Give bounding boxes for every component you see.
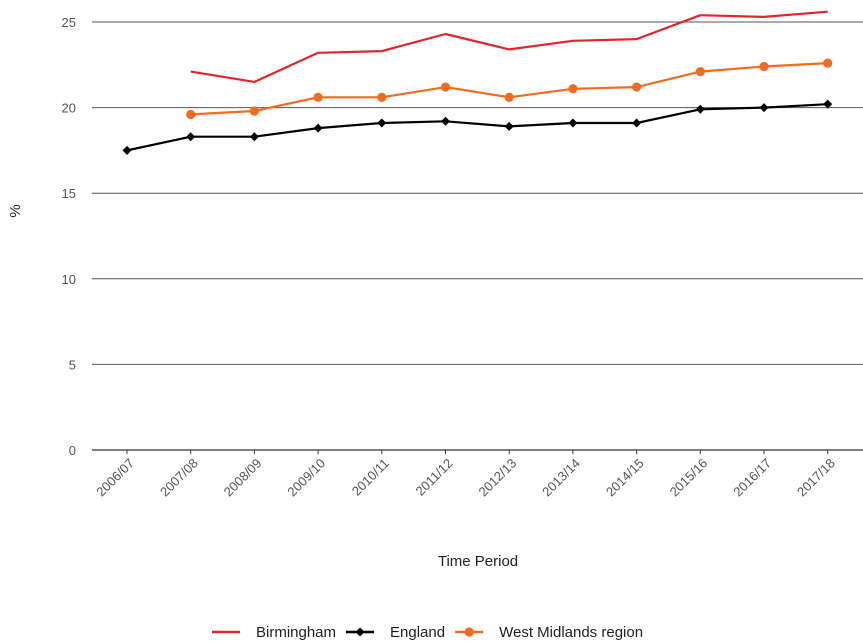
x-tick-label: 2008/09 — [221, 456, 265, 500]
data-point-west-midlands-region — [186, 109, 196, 120]
gridlines — [92, 21, 863, 451]
data-point-england — [632, 118, 642, 128]
data-point-england — [759, 103, 769, 113]
x-tick-label: 2014/15 — [603, 456, 647, 500]
data-point-west-midlands-region — [823, 58, 833, 68]
y-tick-label: 0 — [69, 443, 76, 458]
y-tick-labels: 0 5 10 15 20 25 — [62, 15, 76, 458]
data-point-england — [249, 132, 259, 142]
series-line-west-midlands-region — [190, 62, 828, 116]
data-point-west-midlands-region — [504, 92, 514, 102]
data-point-england — [695, 104, 705, 114]
legend-label-west-midlands-region: West Midlands region — [499, 624, 643, 641]
legend-marker-england — [355, 627, 365, 637]
data-point-england — [122, 145, 132, 155]
data-point-england — [313, 123, 323, 133]
x-tick-label: 2013/14 — [539, 456, 583, 500]
x-tick-label: 2011/12 — [412, 456, 455, 499]
data-point-west-midlands-region — [695, 67, 705, 77]
y-tick-label: 25 — [62, 15, 76, 30]
data-point-west-midlands-region — [568, 84, 578, 94]
data-point-england — [377, 118, 387, 128]
legend-label-england: England — [390, 624, 445, 641]
data-point-west-midlands-region — [759, 61, 769, 72]
data-point-west-midlands-region — [313, 92, 323, 102]
x-tick-labels: 2006/07 2007/08 2008/09 2009/10 2010/11 2011/… — [93, 450, 838, 499]
data-point-west-midlands-region — [632, 82, 642, 92]
series-line-england — [126, 103, 828, 152]
data-point-west-midlands-region — [249, 106, 259, 116]
data-point-england — [504, 121, 514, 131]
x-tick-label: 2010/11 — [349, 456, 392, 499]
data-point-england — [186, 132, 196, 142]
series-line-birmingham — [190, 10, 828, 83]
legend-item-west-midlands-region: West Midlands region — [455, 624, 643, 641]
legend-marker-west-midlands-region — [464, 627, 474, 637]
x-tick-label: 2012/13 — [475, 456, 519, 500]
legend: Birmingham England West Midlands region — [212, 624, 643, 641]
x-axis-label: Time Period — [438, 553, 518, 570]
data-point-england — [441, 116, 450, 126]
series-england — [122, 99, 833, 155]
x-tick-label: 2017/18 — [794, 456, 838, 500]
y-tick-label: 20 — [62, 101, 76, 116]
y-tick-label: 10 — [62, 272, 76, 287]
legend-label-birmingham: Birmingham — [256, 624, 336, 641]
data-point-west-midlands-region — [377, 92, 387, 102]
y-tick-label: 5 — [69, 357, 76, 372]
data-point-england — [568, 118, 578, 128]
data-point-west-midlands-region — [440, 82, 451, 92]
series-birmingham — [190, 10, 828, 83]
legend-item-birmingham: Birmingham — [212, 624, 336, 641]
data-point-england — [823, 99, 833, 109]
x-tick-label: 2016/17 — [730, 456, 774, 500]
x-tick-label: 2015/16 — [667, 456, 711, 500]
x-tick-label: 2006/07 — [93, 456, 137, 500]
legend-item-england: England — [346, 624, 445, 641]
x-tick-label: 2007/08 — [157, 456, 201, 500]
series-lines — [122, 10, 833, 155]
y-axis-label: % — [7, 204, 24, 217]
x-tick-label: 2009/10 — [284, 456, 328, 500]
y-tick-label: 15 — [62, 186, 76, 201]
series-west-midlands-region — [186, 58, 833, 120]
